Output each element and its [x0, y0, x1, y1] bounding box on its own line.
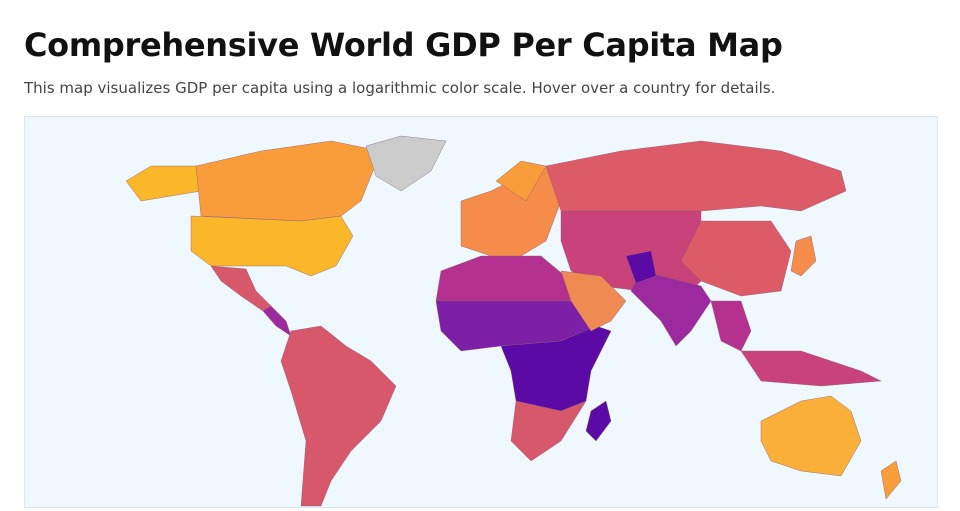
central-america	[262, 305, 292, 337]
southern-africa	[510, 400, 587, 462]
mexico	[210, 265, 272, 312]
russia	[545, 140, 847, 217]
page-subtitle: This map visualizes GDP per capita using…	[24, 79, 776, 97]
usa	[190, 215, 354, 277]
afghanistan	[625, 250, 657, 284]
japan	[790, 235, 817, 277]
south-america	[280, 325, 397, 507]
australia	[760, 395, 862, 477]
southeast-asia	[710, 300, 752, 352]
new-zealand	[880, 460, 902, 500]
page-title: Comprehensive World GDP Per Capita Map	[24, 26, 783, 64]
map-frame	[24, 116, 938, 508]
world-map	[125, 135, 902, 507]
south-asia	[630, 270, 712, 347]
alaska	[125, 165, 202, 202]
indonesia	[740, 350, 882, 387]
central-africa	[500, 325, 612, 412]
north-africa	[435, 255, 577, 302]
china	[680, 220, 792, 297]
madagascar	[585, 400, 612, 442]
greenland	[365, 135, 447, 192]
page: Comprehensive World GDP Per Capita Map T…	[24, 26, 938, 508]
canada	[195, 140, 382, 222]
arabia	[560, 270, 627, 332]
